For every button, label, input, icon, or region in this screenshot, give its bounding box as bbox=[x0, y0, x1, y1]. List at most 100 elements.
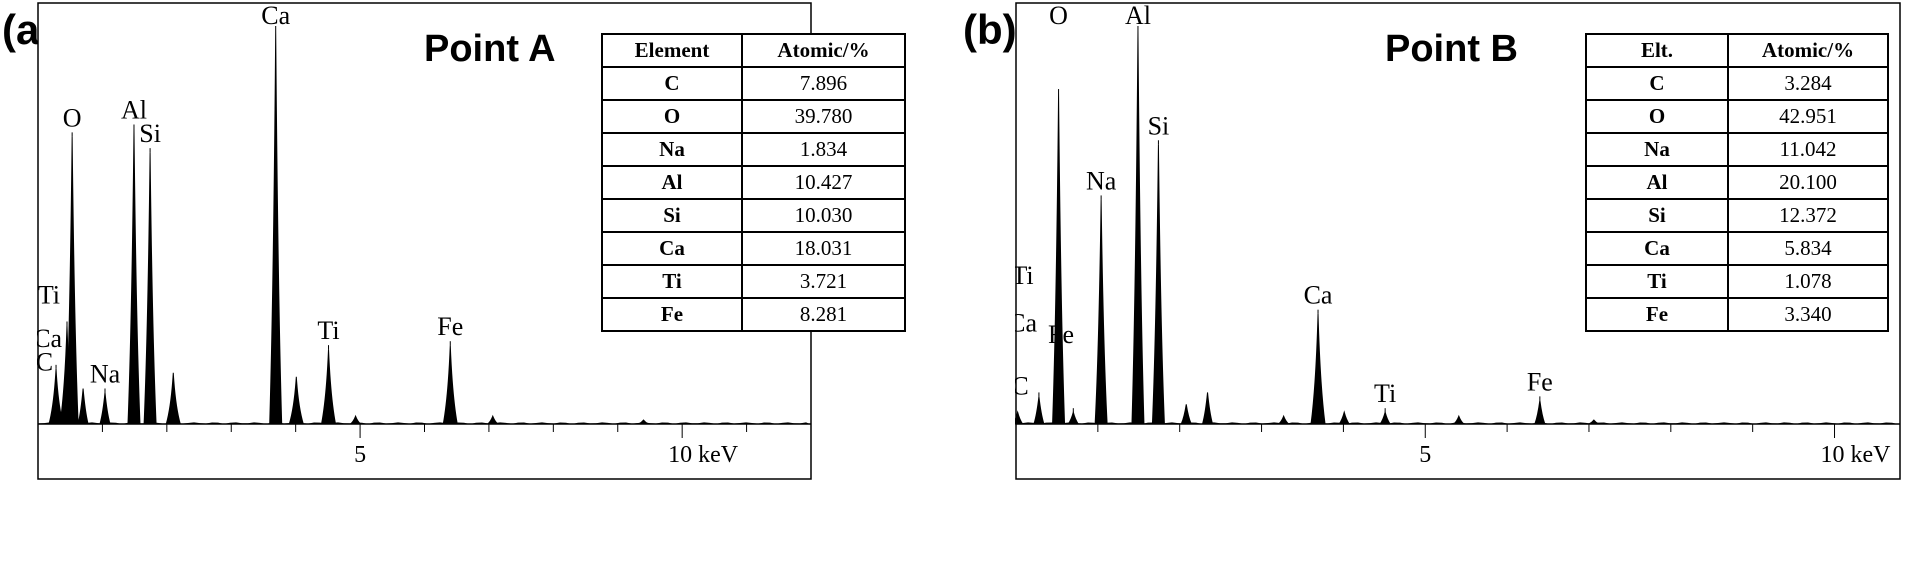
peak-label-c: C bbox=[37, 348, 53, 377]
atomic-percent-cell: 20.100 bbox=[1727, 165, 1889, 200]
column-header-atomic: Atomic/% bbox=[741, 33, 906, 68]
atomic-percent-cell: 11.042 bbox=[1727, 132, 1889, 167]
panel-a-title: Point A bbox=[424, 28, 556, 70]
peak-label-si: Si bbox=[139, 119, 161, 148]
peak-label-o: O bbox=[1049, 2, 1068, 30]
peak-label-ti: Ti bbox=[1374, 379, 1396, 408]
spectrum-peak bbox=[288, 376, 304, 425]
spectrum-peak bbox=[1201, 392, 1214, 425]
column-header-element: Element bbox=[601, 33, 743, 68]
panel-a-composition-table: Element Atomic/% C 7.896 O 39.780 Na 1.834 Al 1… bbox=[601, 33, 906, 332]
table-row: Fe 3.340 bbox=[1585, 297, 1889, 332]
atomic-percent-cell: 10.030 bbox=[741, 198, 906, 233]
element-cell: Al bbox=[601, 165, 743, 200]
column-header-atomic: Atomic/% bbox=[1727, 33, 1889, 68]
element-cell: Na bbox=[1585, 132, 1729, 167]
spectrum-peak-ti bbox=[320, 349, 337, 425]
table-row: Si 10.030 bbox=[601, 198, 906, 233]
atomic-percent-cell: 5.834 bbox=[1727, 231, 1889, 266]
table-row: Si 12.372 bbox=[1585, 198, 1889, 233]
element-cell: Ca bbox=[601, 231, 743, 266]
table-row: O 42.951 bbox=[1585, 99, 1889, 134]
spectrum-peak-ca bbox=[1310, 313, 1326, 425]
peak-label-c: C bbox=[1015, 371, 1029, 400]
spectrum-peak-o bbox=[1052, 93, 1066, 425]
peak-label-o: O bbox=[63, 103, 82, 132]
spectrum-peak-al bbox=[127, 128, 141, 425]
atomic-percent-cell: 3.284 bbox=[1727, 66, 1889, 101]
element-cell: Na bbox=[601, 132, 743, 167]
spectrum-peak-al bbox=[1131, 29, 1145, 425]
spectrum-noise bbox=[1016, 422, 1899, 424]
panel-b-letter: (b) bbox=[963, 6, 1017, 53]
spectrum-noise bbox=[38, 422, 810, 424]
element-cell: Ti bbox=[601, 264, 743, 299]
atomic-percent-cell: 12.372 bbox=[1727, 198, 1889, 233]
table-row: O 39.780 bbox=[601, 99, 906, 134]
table-row: Ti 1.078 bbox=[1585, 264, 1889, 299]
atomic-percent-cell: 7.896 bbox=[741, 66, 906, 101]
atomic-percent-cell: 1.834 bbox=[741, 132, 906, 167]
peak-label-ca: Ca bbox=[1304, 281, 1333, 310]
peak-label-ca: Ca bbox=[1015, 308, 1037, 337]
column-header-element: Elt. bbox=[1585, 33, 1729, 68]
spectrum-peak-fe bbox=[1067, 410, 1080, 425]
peak-label-al: Al bbox=[1125, 2, 1151, 30]
spectrum-peak-ti bbox=[1379, 410, 1392, 425]
x-tick-label-10kev: 10 keV bbox=[668, 442, 739, 468]
peak-label-na: Na bbox=[90, 359, 121, 388]
table-row: Fe 8.281 bbox=[601, 297, 906, 332]
atomic-percent-cell: 3.721 bbox=[741, 264, 906, 299]
element-cell: Si bbox=[601, 198, 743, 233]
element-cell: O bbox=[1585, 99, 1729, 134]
element-cell: O bbox=[601, 99, 743, 134]
peak-label-fe: Fe bbox=[1527, 367, 1553, 396]
table-header-row: Element Atomic/% bbox=[601, 33, 906, 68]
spectrum-peak-c bbox=[1033, 396, 1045, 425]
table-row: C 7.896 bbox=[601, 66, 906, 101]
spectrum-peak-si bbox=[1151, 144, 1165, 425]
panel-b-composition-table: Elt. Atomic/% C 3.284 O 42.951 Na 11.042 Al 20.… bbox=[1585, 33, 1889, 332]
spectrum-peak bbox=[1015, 410, 1024, 425]
atomic-percent-cell: 18.031 bbox=[741, 231, 906, 266]
table-row: Ca 5.834 bbox=[1585, 231, 1889, 266]
spectrum-peak bbox=[1277, 414, 1290, 425]
element-cell: Fe bbox=[1585, 297, 1729, 332]
table-row: Al 20.100 bbox=[1585, 165, 1889, 200]
x-tick-label-10kev: 10 keV bbox=[1821, 442, 1892, 468]
spectrum-peak-ca bbox=[269, 29, 283, 425]
peak-label-si: Si bbox=[1148, 111, 1170, 140]
element-cell: Fe bbox=[601, 297, 743, 332]
table-row: Ti 3.721 bbox=[601, 264, 906, 299]
element-cell: Si bbox=[1585, 198, 1729, 233]
atomic-percent-cell: 1.078 bbox=[1727, 264, 1889, 299]
spectrum-peak-na bbox=[1094, 199, 1108, 425]
peak-label-ca: Ca bbox=[37, 324, 63, 353]
spectrum-peak-fe bbox=[1534, 400, 1546, 425]
peak-label-al: Al bbox=[121, 96, 147, 125]
atomic-percent-cell: 3.340 bbox=[1727, 297, 1889, 332]
table-row: Al 10.427 bbox=[601, 165, 906, 200]
peak-label-fe: Fe bbox=[1048, 320, 1074, 349]
table-row: Na 11.042 bbox=[1585, 132, 1889, 167]
spectrum-peak bbox=[77, 388, 89, 425]
atomic-percent-cell: 10.427 bbox=[741, 165, 906, 200]
element-cell: Ca bbox=[1585, 231, 1729, 266]
peak-label-ti: Ti bbox=[1015, 261, 1034, 290]
spectrum-peak bbox=[1180, 404, 1193, 425]
x-tick-label-5: 5 bbox=[1419, 442, 1431, 468]
peak-label-ca: Ca bbox=[261, 2, 290, 30]
table-row: Ca 18.031 bbox=[601, 231, 906, 266]
atomic-percent-cell: 8.281 bbox=[741, 297, 906, 332]
table-row: Na 1.834 bbox=[601, 132, 906, 167]
spectrum-peak-si bbox=[143, 152, 157, 425]
peak-label-fe: Fe bbox=[437, 312, 463, 341]
table-header-row: Elt. Atomic/% bbox=[1585, 33, 1889, 68]
spectrum-peak bbox=[165, 372, 181, 425]
element-cell: Ti bbox=[1585, 264, 1729, 299]
atomic-percent-cell: 42.951 bbox=[1727, 99, 1889, 134]
table-row: C 3.284 bbox=[1585, 66, 1889, 101]
spectrum-peak bbox=[1452, 414, 1466, 425]
panel-b-title: Point B bbox=[1385, 28, 1518, 70]
spectrum-peak bbox=[1338, 410, 1351, 425]
